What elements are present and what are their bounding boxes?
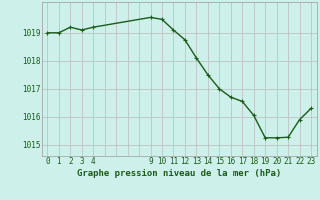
X-axis label: Graphe pression niveau de la mer (hPa): Graphe pression niveau de la mer (hPa): [77, 169, 281, 178]
